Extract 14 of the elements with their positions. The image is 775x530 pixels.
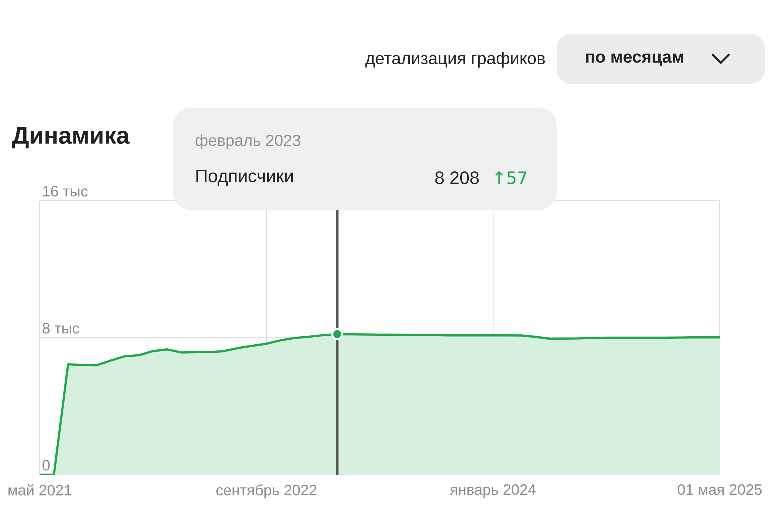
x-tick-label: 01 мая 2025 — [678, 484, 762, 496]
text: февраль 2023 — [196, 134, 301, 150]
x-tick-label: май 2021 — [8, 484, 72, 496]
x-tick-label: январь 2024 — [450, 484, 536, 498]
y-tick-label: 0 — [42, 460, 50, 471]
text: Подписчики — [196, 170, 294, 186]
text: детализация графиков — [366, 52, 546, 68]
y-tick-label: 8 тыс — [42, 323, 80, 334]
text: ↑57 — [496, 172, 527, 184]
text: 8 208 — [436, 172, 480, 184]
text: по месяцам — [586, 54, 684, 66]
x-tick-label: сентябрь 2022 — [216, 484, 317, 499]
y-tick-label: 16 тыс — [43, 186, 88, 197]
chart-title: Динамика — [12, 127, 130, 149]
